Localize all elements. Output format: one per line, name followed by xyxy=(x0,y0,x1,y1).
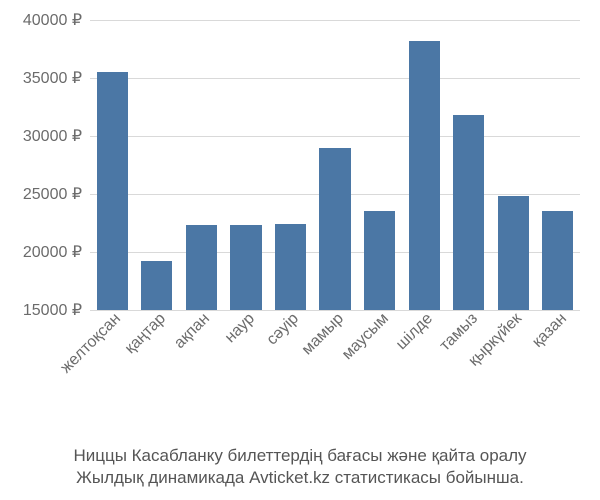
caption-line-2: Жылдық динамикада Avticket.kz статистика… xyxy=(10,467,590,489)
bar-slot: мамыр xyxy=(313,20,358,310)
caption-line-1: Ниццы Касабланку билеттердің бағасы және… xyxy=(10,445,590,467)
bar-slot: қыркүйек xyxy=(491,20,536,310)
bar-slot: ақпан xyxy=(179,20,224,310)
bar xyxy=(453,115,484,310)
x-axis-tick-label: наур xyxy=(222,310,259,347)
y-axis-tick-label: 40000 ₽ xyxy=(2,10,82,30)
bar xyxy=(275,224,306,310)
bar xyxy=(542,211,573,310)
plot-area: 15000 ₽20000 ₽25000 ₽30000 ₽35000 ₽40000… xyxy=(90,20,580,310)
bar-slot: тамыз xyxy=(446,20,491,310)
x-axis-tick-label: сәуір xyxy=(264,310,303,349)
bar-slot: сәуір xyxy=(268,20,313,310)
bar xyxy=(141,261,172,310)
y-axis-tick-label: 30000 ₽ xyxy=(2,126,82,146)
bar-slot: маусым xyxy=(357,20,402,310)
bar xyxy=(498,196,529,310)
x-axis-tick-label: қаңтар xyxy=(122,310,170,358)
bar xyxy=(186,225,217,310)
bars-container: желтоқсанқаңтарақпаннаурсәуірмамырмаусым… xyxy=(90,20,580,310)
x-axis-tick-label: желтоқсан xyxy=(58,310,125,377)
y-axis-tick-label: 20000 ₽ xyxy=(2,242,82,262)
y-axis-tick-label: 15000 ₽ xyxy=(2,300,82,320)
y-axis-tick-label: 35000 ₽ xyxy=(2,68,82,88)
x-axis-tick-label: ақпан xyxy=(171,310,214,353)
bar xyxy=(319,148,350,310)
bar xyxy=(409,41,440,310)
x-axis-tick-label: қазан xyxy=(529,310,571,352)
price-chart: 15000 ₽ 20000 ₽ 25000 ₽ 30000 ₽ 35000 ₽ 40000… xyxy=(0,0,600,500)
chart-caption: Ниццы Касабланку билеттердің бағасы және… xyxy=(0,445,600,489)
x-axis-tick-label: маусым xyxy=(339,310,393,364)
bar xyxy=(230,225,261,310)
bar-slot: желтоқсан xyxy=(90,20,135,310)
bar xyxy=(97,72,128,310)
x-axis-tick-label: шілде xyxy=(393,310,437,354)
bar-slot: шілде xyxy=(402,20,447,310)
bar-slot: наур xyxy=(224,20,269,310)
y-axis-tick-label: 25000 ₽ xyxy=(2,184,82,204)
bar xyxy=(364,211,395,310)
bar-slot: қаңтар xyxy=(135,20,180,310)
bar-slot: қазан xyxy=(535,20,580,310)
